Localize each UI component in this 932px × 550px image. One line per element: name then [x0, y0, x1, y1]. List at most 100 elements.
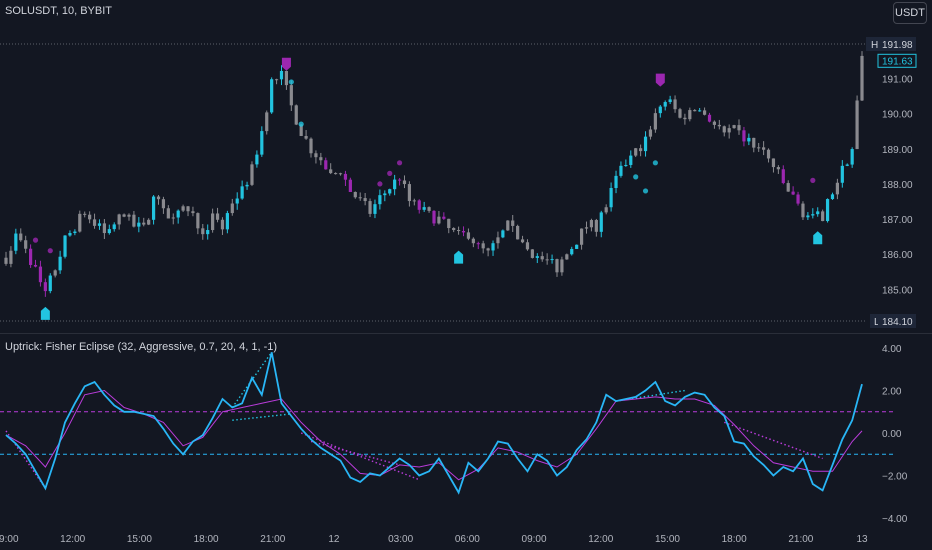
- candle-body: [78, 213, 82, 232]
- price-tick-label: 186.00: [882, 250, 913, 261]
- candle-body: [171, 217, 175, 219]
- candle-body: [107, 229, 111, 234]
- candle-body: [176, 210, 180, 218]
- candle-body: [560, 259, 564, 273]
- candle-body: [845, 164, 849, 166]
- candle-body: [250, 164, 254, 185]
- candle-body: [28, 248, 33, 265]
- candle-body: [456, 230, 461, 232]
- candle-body: [673, 99, 677, 110]
- candle-body: [63, 235, 67, 257]
- candle-body: [471, 238, 475, 244]
- candle-body: [324, 160, 328, 170]
- signal-series-line: [5, 389, 863, 481]
- candle-body: [825, 199, 830, 222]
- signal-dot: [298, 121, 304, 127]
- signal-dot: [642, 188, 649, 194]
- candle-body: [771, 158, 776, 168]
- candle-body: [363, 198, 367, 202]
- candle-body: [383, 193, 387, 196]
- oscillator-tick-label: 4.00: [882, 344, 902, 355]
- candle-body: [88, 214, 92, 220]
- oscillator-tick-label: −2.00: [882, 472, 908, 483]
- divergence-line: [724, 421, 823, 460]
- candle-body: [702, 110, 707, 115]
- price-tick-label: 191.00: [882, 74, 913, 85]
- candle-body: [402, 180, 407, 185]
- candle-body: [830, 194, 835, 200]
- time-tick-label: 21:00: [788, 534, 813, 545]
- buy-marker: [454, 250, 464, 264]
- time-tick-label: 09:00: [0, 534, 19, 545]
- candle-body: [270, 79, 274, 113]
- candle-body: [397, 179, 402, 181]
- candle-body: [604, 207, 608, 213]
- candle-body: [525, 242, 530, 250]
- candle-body: [850, 149, 854, 165]
- signal-dot: [387, 170, 393, 176]
- candle-body: [860, 55, 864, 101]
- candle-body: [348, 179, 352, 193]
- candle-body: [634, 148, 638, 156]
- oscillator-tick-label: −4.00: [882, 514, 908, 525]
- candle-body: [693, 110, 697, 112]
- candle-body: [284, 70, 289, 86]
- candle-body: [38, 266, 43, 283]
- candle-body: [97, 223, 102, 226]
- candle-body: [156, 196, 161, 200]
- candle-body: [776, 167, 780, 170]
- candle-body: [137, 222, 141, 227]
- candle-body: [437, 216, 441, 224]
- candle-body: [299, 124, 303, 136]
- pane-divider[interactable]: [0, 333, 932, 334]
- candle-body: [53, 270, 57, 276]
- candle-body: [614, 175, 618, 189]
- symbol-title[interactable]: SOLUSDT, 10, BYBIT: [5, 5, 112, 17]
- time-tick-label: 15:00: [655, 534, 680, 545]
- candle-body: [329, 169, 333, 174]
- candle-body: [520, 239, 525, 243]
- candle-body: [388, 189, 392, 194]
- divergence-line: [310, 440, 400, 466]
- candle-body: [14, 233, 18, 251]
- candle-body: [33, 264, 38, 267]
- candle-body: [486, 248, 490, 251]
- candle-body: [550, 259, 554, 261]
- oscillator-tick-label: 2.00: [882, 387, 902, 398]
- candle-body: [688, 110, 692, 120]
- candle-body: [570, 248, 574, 255]
- candle-body: [668, 99, 672, 103]
- candle-body: [279, 70, 284, 80]
- indicator-title[interactable]: Uptrick: Fisher Eclipse (32, Aggressive,…: [5, 341, 278, 353]
- candle-body: [781, 169, 785, 184]
- candle-body: [343, 173, 348, 180]
- last-price-box: [877, 53, 917, 68]
- price-tick-label: 190.00: [882, 110, 913, 121]
- candle-body: [757, 147, 761, 149]
- candle-body: [92, 219, 97, 226]
- signal-dot: [396, 160, 403, 166]
- candle-body: [220, 219, 225, 230]
- candle-body: [338, 173, 343, 175]
- candle-body: [762, 147, 766, 150]
- candle-body: [579, 228, 584, 245]
- candle-body: [565, 254, 569, 260]
- candle-body: [19, 233, 23, 241]
- candle-body: [215, 213, 220, 220]
- candle-body: [206, 230, 210, 235]
- candle-body: [294, 105, 298, 125]
- candle-body: [235, 198, 239, 204]
- low-value-bg: [878, 314, 916, 328]
- candle-body: [599, 212, 603, 232]
- candle-body: [447, 218, 451, 229]
- candle-body: [506, 220, 510, 231]
- candle-body: [211, 213, 215, 231]
- candle-body: [127, 214, 131, 217]
- candle-body: [683, 117, 687, 120]
- currency-button[interactable]: USDT: [893, 2, 927, 24]
- candle-body: [68, 233, 72, 236]
- candle-body: [142, 222, 146, 225]
- candle-body: [712, 121, 717, 125]
- time-tick-label: 06:00: [455, 534, 480, 545]
